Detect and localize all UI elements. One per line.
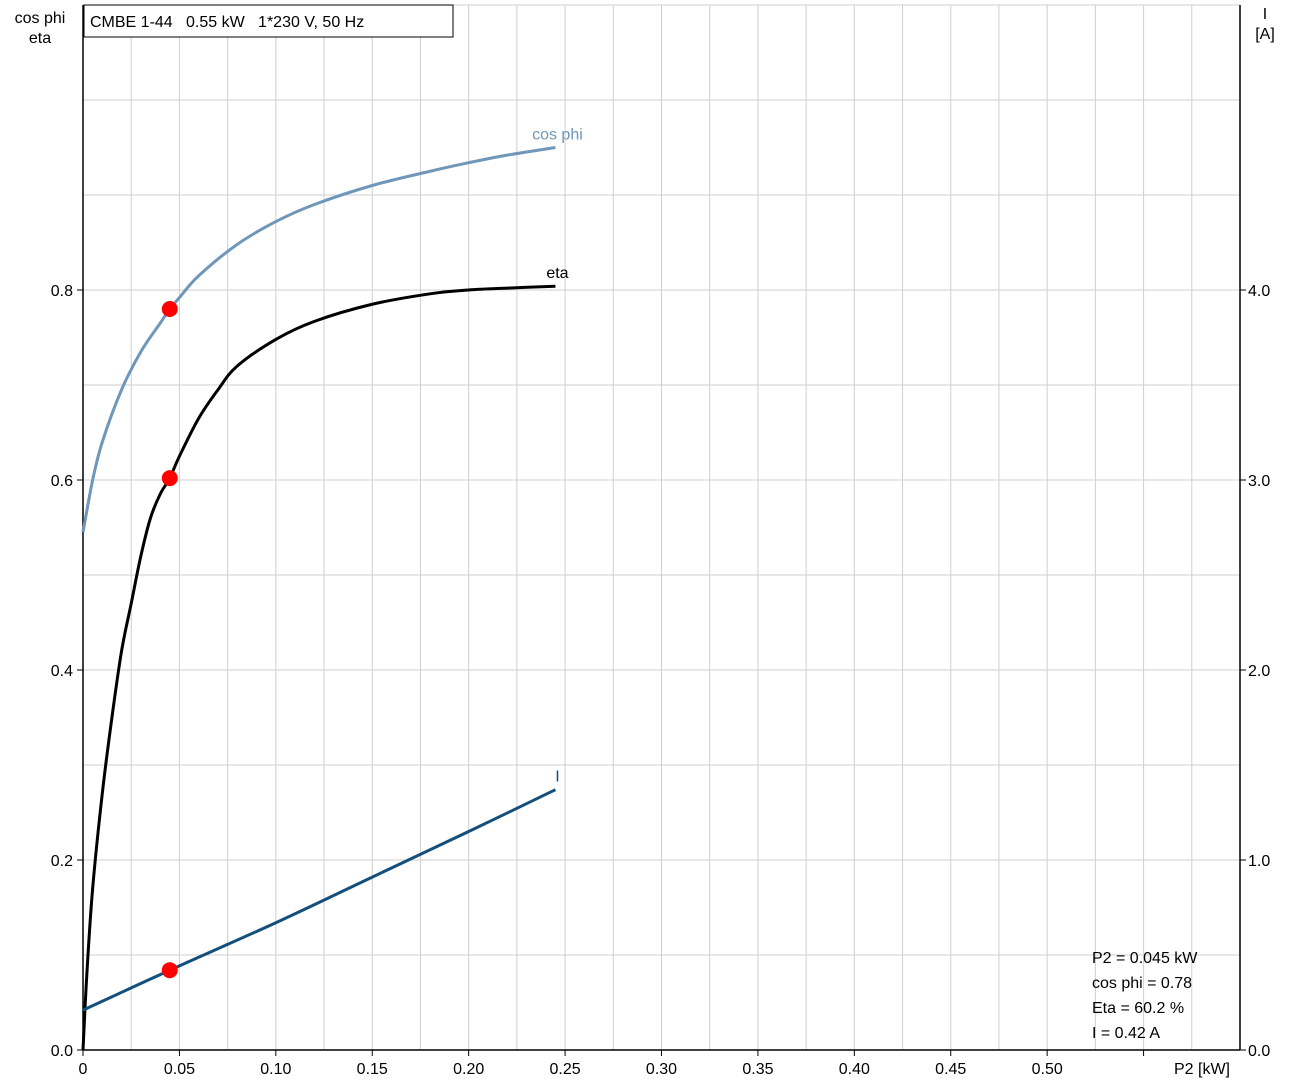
series-label-i: I [555,769,559,786]
readout-current: I = 0.42 A [1092,1025,1160,1042]
left-tick-label: 0.8 [51,283,73,300]
series-label-cos-phi: cos phi [532,127,583,144]
x-tick-label: 0.40 [839,1061,870,1078]
x-tick-label: 0.45 [935,1061,966,1078]
left-tick-label: 0.0 [51,1043,73,1060]
right-axis-label-line1: I [1263,6,1267,23]
readout-cosphi: cos phi = 0.78 [1092,975,1192,992]
operating-point-cosphi [161,301,178,317]
left-tick-label: 0.4 [51,663,73,680]
left-axis-label-line1: cos phi [15,10,66,27]
right-tick-label: 0.0 [1248,1043,1270,1060]
left-axis-label-line2: eta [29,30,51,47]
x-tick-label: 0 [79,1061,88,1078]
x-tick-label: 0.35 [742,1061,773,1078]
series-line-eta [81,284,556,1051]
right-tick-label: 1.0 [1248,853,1270,870]
grid [83,4,1241,1050]
title-box [83,4,454,38]
series-line-cos-phi [81,146,556,533]
right-tick-label: 3.0 [1248,473,1270,490]
x-tick-label: 0.20 [453,1061,484,1078]
right-tick-label: 4.0 [1248,283,1270,300]
x-tick-label: 0.50 [1032,1061,1063,1078]
x-tick-label: 0.30 [646,1061,677,1078]
series-line-i [82,788,557,1012]
readout-p2: P2 = 0.045 kW [1092,950,1198,967]
labels-layer: 0 0.05 0.10 0.15 0.20 0.25 0.30 0.35 0.40 0.45 0.5… [51,127,1271,1079]
right-tick-label: 2.0 [1248,663,1270,680]
series-label-eta: eta [546,265,568,282]
right-axis-label-line2: [A] [1255,26,1275,43]
left-tick-label: 0.6 [51,473,73,490]
x-tick-label: 0.15 [357,1061,388,1078]
series-layer [81,146,557,1051]
chart-title: CMBE 1-44 0.55 kW 1*230 V, 50 Hz [90,14,364,31]
x-tick-label: 0.05 [164,1061,195,1078]
x-tick-label: 0.25 [550,1061,581,1078]
operating-point-eta [161,470,178,487]
x-tick-label: 0.10 [260,1061,291,1078]
x-axis-label: P2 [kW] [1174,1061,1230,1078]
readout-eta: Eta = 60.2 % [1092,1000,1184,1017]
operating-point-current [161,962,178,979]
left-tick-label: 0.2 [51,853,73,870]
